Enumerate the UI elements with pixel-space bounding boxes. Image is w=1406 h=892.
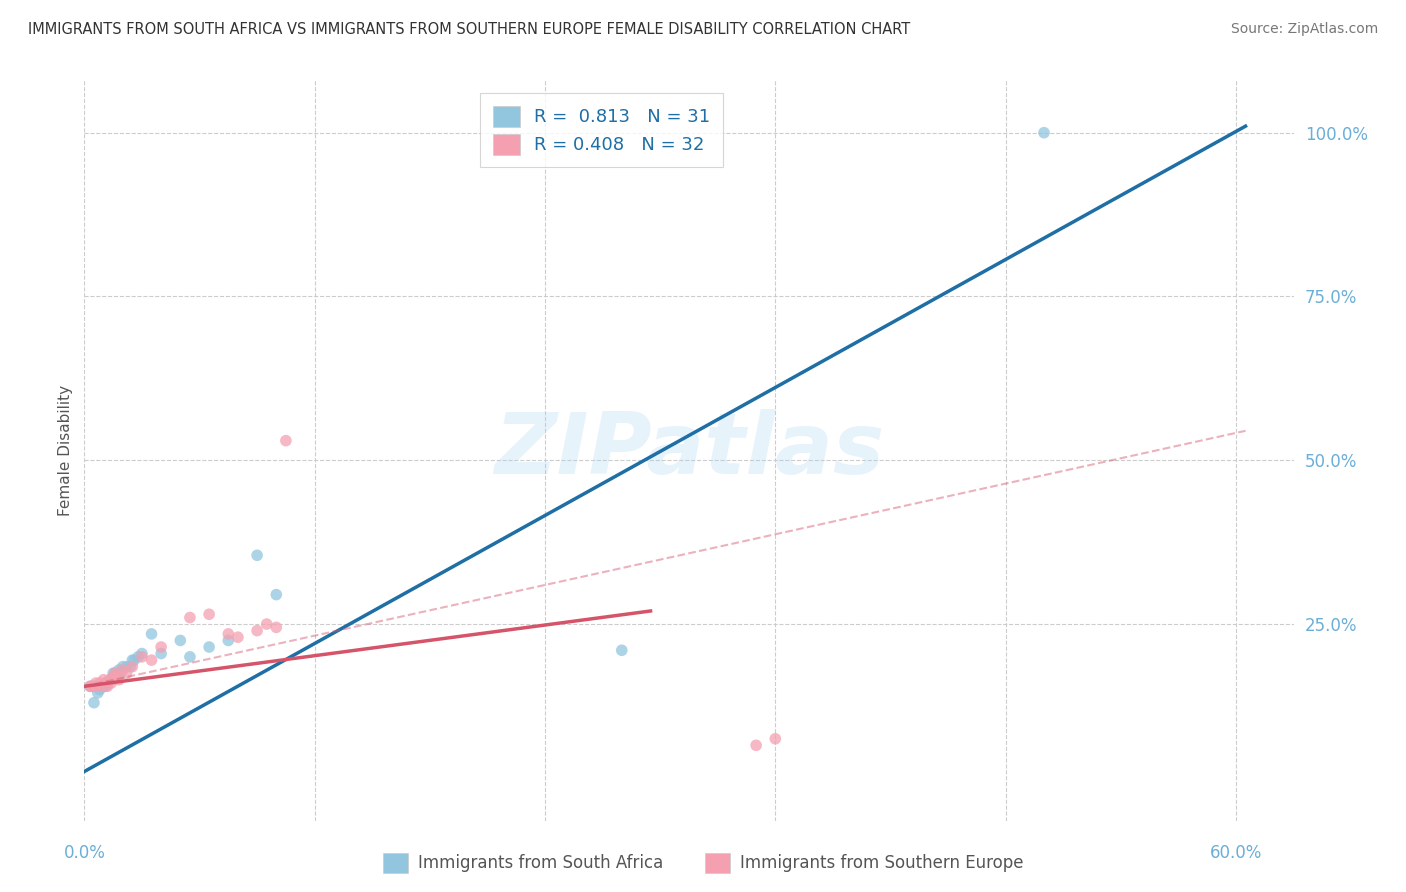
Point: [108, 673, 131, 687]
Point: [101, 669, 124, 683]
Point: [246, 624, 269, 638]
Point: [120, 659, 142, 673]
Point: [217, 627, 239, 641]
Point: [266, 620, 288, 634]
Point: [226, 630, 249, 644]
Point: [104, 666, 127, 681]
Point: [122, 653, 145, 667]
Point: [87, 686, 110, 700]
Point: [96, 676, 118, 690]
Point: [179, 610, 201, 624]
Text: Source: ZipAtlas.com: Source: ZipAtlas.com: [1230, 22, 1378, 37]
Point: [105, 669, 128, 683]
Point: [104, 666, 127, 681]
Point: [93, 679, 115, 693]
Point: [179, 649, 201, 664]
Point: [98, 673, 121, 687]
Point: [94, 676, 117, 690]
Point: [169, 633, 191, 648]
Point: [89, 676, 111, 690]
Point: [100, 673, 122, 687]
Point: [111, 659, 134, 673]
Point: [83, 696, 105, 710]
Point: [108, 663, 131, 677]
Point: [131, 649, 153, 664]
Y-axis label: Female Disability: Female Disability: [58, 384, 73, 516]
Point: [94, 679, 117, 693]
Legend: R =  0.813   N = 31, R = 0.408   N = 32: R = 0.813 N = 31, R = 0.408 N = 32: [481, 93, 723, 167]
Point: [150, 647, 173, 661]
Point: [745, 739, 768, 753]
Point: [217, 633, 239, 648]
Text: IMMIGRANTS FROM SOUTH AFRICA VS IMMIGRANTS FROM SOUTHERN EUROPE FEMALE DISABILIT: IMMIGRANTS FROM SOUTH AFRICA VS IMMIGRAN…: [28, 22, 910, 37]
Point: [610, 643, 633, 657]
Point: [127, 649, 149, 664]
Legend: Immigrants from South Africa, Immigrants from Southern Europe: Immigrants from South Africa, Immigrants…: [377, 847, 1029, 880]
Point: [256, 617, 278, 632]
Point: [90, 679, 112, 693]
Point: [96, 679, 118, 693]
Point: [198, 640, 221, 654]
Point: [246, 549, 269, 563]
Point: [110, 666, 132, 681]
Point: [198, 607, 221, 622]
Point: [121, 659, 143, 673]
Text: ZIPatlas: ZIPatlas: [494, 409, 884, 492]
Point: [80, 679, 103, 693]
Point: [101, 666, 124, 681]
Point: [274, 434, 297, 448]
Point: [111, 663, 134, 677]
Point: [83, 679, 105, 693]
Point: [141, 627, 163, 641]
Text: 0.0%: 0.0%: [63, 844, 105, 862]
Point: [89, 682, 111, 697]
Point: [266, 588, 288, 602]
Point: [93, 673, 115, 687]
Point: [115, 659, 138, 673]
Point: [79, 679, 101, 693]
Point: [121, 653, 143, 667]
Point: [150, 640, 173, 654]
Text: 60.0%: 60.0%: [1209, 844, 1263, 862]
Point: [115, 666, 138, 681]
Point: [1033, 126, 1056, 140]
Point: [105, 669, 128, 683]
Point: [90, 679, 112, 693]
Point: [141, 653, 163, 667]
Point: [763, 731, 786, 746]
Point: [79, 679, 101, 693]
Point: [131, 647, 153, 661]
Point: [84, 676, 107, 690]
Point: [100, 676, 122, 690]
Point: [87, 679, 110, 693]
